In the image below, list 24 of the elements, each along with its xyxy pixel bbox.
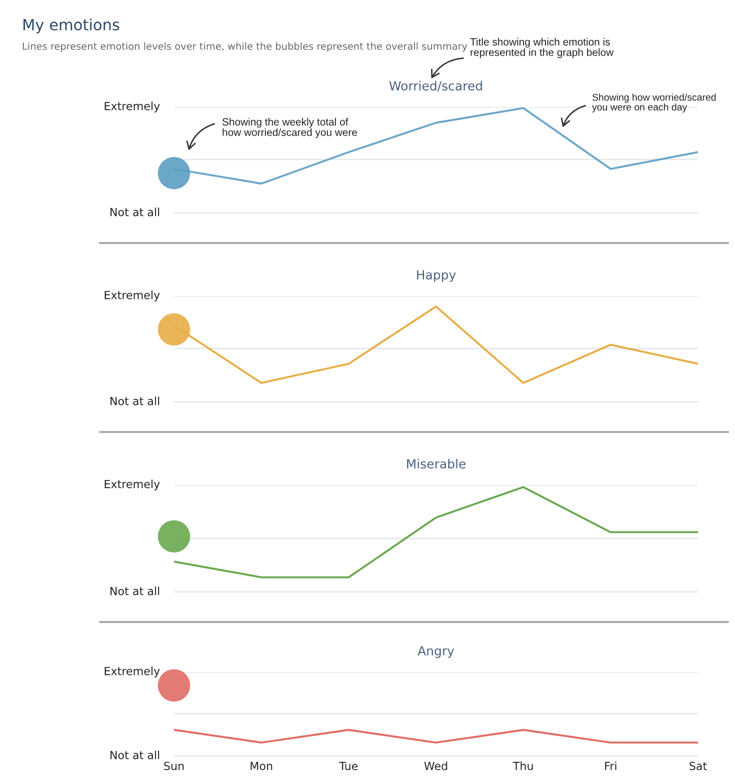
text: My emotions — [24, 18, 120, 34]
x-tick-label: Tue — [339, 762, 358, 770]
ref-line-label: Extremely — [104, 102, 160, 112]
x-tick-label: Thu — [512, 762, 533, 770]
ref-line-label: Not at all — [110, 208, 160, 216]
chart-title: Happy — [417, 270, 456, 282]
ref-line-label: Extremely — [104, 666, 160, 678]
chart-title: Miserable — [407, 458, 466, 469]
x-tick-label: Wed — [424, 762, 448, 770]
ref-line-label: Extremely — [104, 290, 160, 302]
chart-title: Worried/scared — [389, 80, 482, 92]
x-tick-label: Mon — [250, 762, 272, 770]
chart-title: Angry — [418, 646, 454, 658]
ref-line-label: Not at all — [110, 586, 160, 596]
ref-line-label: Not at all — [110, 750, 160, 760]
text: Title showing which emotion is represented in the graph below — [470, 38, 614, 58]
ref-line-label: Not at all — [110, 396, 160, 406]
ref-line-label: Extremely — [104, 480, 160, 490]
x-tick-label: Fri — [605, 762, 616, 770]
x-tick-label: Sat — [690, 762, 707, 770]
text: Lines represent emotion levels over time, while the bubbles represent the overall summary — [22, 42, 468, 52]
annotation: Showing the weekly total of how worried/scared you were — [222, 118, 358, 138]
x-tick-label: Sun — [164, 762, 184, 770]
annotation: Showing how worried/scared you were on each day — [592, 94, 716, 112]
